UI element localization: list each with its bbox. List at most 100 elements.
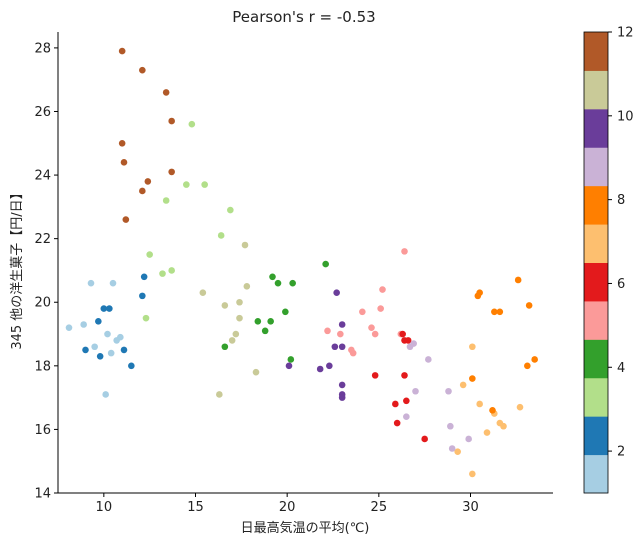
data-point-94 bbox=[338, 381, 346, 389]
data-point-84 bbox=[425, 356, 432, 363]
data-point-100 bbox=[216, 391, 223, 398]
data-point-97 bbox=[338, 343, 346, 351]
y-tick-label-22: 22 bbox=[34, 232, 51, 247]
data-point-30 bbox=[221, 343, 229, 351]
data-point-29 bbox=[227, 206, 234, 214]
data-point-38 bbox=[289, 279, 296, 287]
colorbar-ticks: 2 4 6 8 10 12 bbox=[608, 26, 634, 460]
colorbar-tick-label-8: 8 bbox=[617, 193, 625, 208]
data-point-107 bbox=[243, 283, 251, 290]
data-point-10 bbox=[117, 333, 124, 341]
data-point-26 bbox=[188, 120, 196, 128]
data-point-2 bbox=[80, 321, 87, 328]
x-axis-ticks: 10 15 20 25 30 bbox=[96, 493, 479, 515]
data-point-5 bbox=[102, 391, 109, 398]
data-point-17 bbox=[128, 362, 135, 370]
data-point-114 bbox=[139, 187, 146, 195]
data-points bbox=[65, 47, 538, 478]
x-tick-label-25: 25 bbox=[371, 500, 388, 515]
data-point-25 bbox=[183, 181, 190, 188]
data-point-8 bbox=[109, 279, 117, 287]
data-point-48 bbox=[379, 286, 386, 293]
data-point-87 bbox=[448, 445, 456, 452]
data-point-43 bbox=[349, 349, 357, 357]
data-point-21 bbox=[146, 251, 153, 258]
y-axis-label: 345 他の洋生菓子【円/日】 bbox=[10, 186, 25, 349]
colorbar-block-6 bbox=[584, 262, 608, 302]
colorbar-block-8 bbox=[584, 185, 608, 225]
colorbar-tick-label-12: 12 bbox=[617, 26, 634, 41]
data-point-51 bbox=[371, 372, 379, 379]
data-point-73 bbox=[489, 407, 496, 414]
data-point-63 bbox=[469, 470, 476, 478]
data-point-77 bbox=[524, 362, 531, 370]
plot-area: 10 15 20 25 30 14 16 18 20 22 24 26 28 bbox=[34, 32, 553, 515]
data-point-79 bbox=[531, 356, 538, 363]
data-point-65 bbox=[483, 429, 491, 436]
y-tick-label-18: 18 bbox=[34, 359, 51, 374]
colorbar-block-11 bbox=[584, 70, 608, 110]
data-point-39 bbox=[322, 260, 329, 268]
data-point-117 bbox=[168, 117, 175, 125]
data-point-24 bbox=[168, 267, 175, 274]
colorbar-block-5 bbox=[584, 300, 608, 340]
data-point-93 bbox=[333, 289, 340, 297]
data-point-58 bbox=[404, 337, 412, 344]
data-point-82 bbox=[410, 340, 417, 347]
data-point-109 bbox=[118, 47, 126, 55]
data-point-104 bbox=[236, 298, 243, 306]
data-point-45 bbox=[368, 324, 375, 331]
colorbar-block-2 bbox=[584, 416, 608, 456]
colorbar-blocks bbox=[584, 32, 608, 494]
x-axis-label: 日最高気温の平均(℃) bbox=[241, 520, 370, 536]
data-point-14 bbox=[100, 305, 108, 312]
data-point-83 bbox=[412, 387, 419, 395]
data-point-13 bbox=[96, 352, 104, 360]
data-point-3 bbox=[87, 279, 95, 287]
x-tick-label-30: 30 bbox=[462, 500, 479, 515]
data-point-74 bbox=[491, 308, 498, 316]
data-point-68 bbox=[500, 422, 507, 430]
data-point-88 bbox=[465, 435, 472, 443]
data-point-12 bbox=[95, 318, 102, 325]
data-point-37 bbox=[287, 356, 295, 363]
colorbar-frame bbox=[583, 31, 609, 494]
data-point-23 bbox=[162, 197, 170, 204]
colorbar-block-4 bbox=[584, 339, 608, 379]
data-point-28 bbox=[217, 232, 225, 239]
data-point-46 bbox=[371, 330, 379, 338]
y-tick-label-28: 28 bbox=[34, 41, 51, 56]
data-point-115 bbox=[144, 178, 152, 185]
colorbar: 2 4 6 8 10 12 bbox=[583, 26, 634, 494]
data-point-116 bbox=[162, 89, 170, 96]
data-point-96 bbox=[338, 394, 346, 401]
data-point-113 bbox=[139, 66, 146, 74]
data-point-105 bbox=[236, 314, 243, 322]
data-point-32 bbox=[261, 327, 269, 335]
data-point-118 bbox=[168, 168, 175, 176]
data-point-50 bbox=[401, 248, 408, 255]
data-point-20 bbox=[142, 314, 150, 322]
data-point-102 bbox=[228, 337, 236, 344]
data-point-112 bbox=[122, 216, 130, 223]
y-axis-ticks: 14 16 18 20 22 24 26 28 bbox=[34, 41, 58, 502]
data-point-62 bbox=[469, 343, 476, 351]
data-point-27 bbox=[201, 181, 208, 188]
data-point-55 bbox=[401, 372, 408, 379]
data-point-36 bbox=[282, 308, 289, 316]
data-point-53 bbox=[393, 419, 401, 427]
data-point-54 bbox=[399, 330, 406, 338]
data-point-57 bbox=[403, 397, 410, 405]
chart-title: Pearson's r = -0.53 bbox=[232, 8, 375, 26]
data-point-16 bbox=[120, 346, 128, 354]
data-point-61 bbox=[459, 381, 467, 389]
data-point-75 bbox=[496, 308, 504, 316]
colorbar-block-12 bbox=[584, 32, 608, 71]
data-point-47 bbox=[377, 305, 384, 312]
y-tick-label-16: 16 bbox=[34, 423, 51, 438]
data-point-52 bbox=[392, 400, 399, 408]
data-point-59 bbox=[421, 435, 428, 443]
data-point-6 bbox=[104, 330, 111, 338]
data-point-110 bbox=[118, 139, 126, 147]
